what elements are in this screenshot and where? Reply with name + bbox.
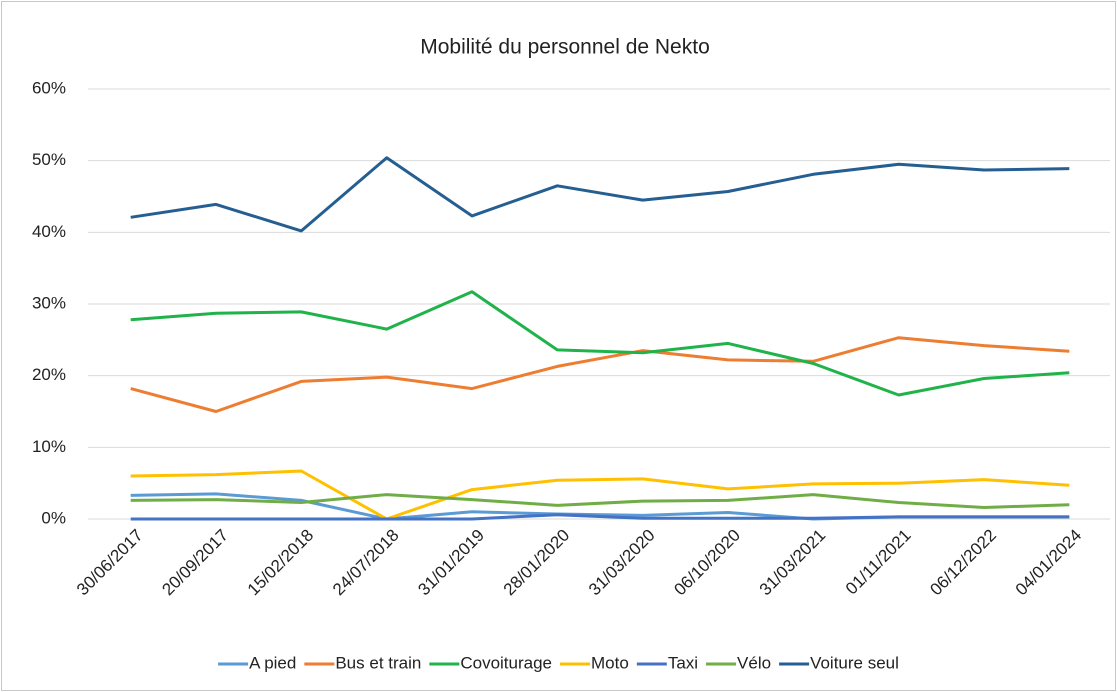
y-tick-label: 50% <box>32 150 66 169</box>
series-line <box>130 469 1070 521</box>
y-tick-label: 30% <box>32 293 66 312</box>
legend-item: Moto <box>560 653 629 672</box>
y-tick-label: 40% <box>32 222 66 241</box>
y-tick-label: 10% <box>32 437 66 456</box>
series-line <box>130 493 1070 509</box>
legend-item: Covoiturage <box>429 653 552 672</box>
chart-title: Mobilité du personnel de Nekto <box>420 36 710 59</box>
legend-label: Taxi <box>668 653 698 672</box>
series-line <box>130 290 1070 397</box>
legend-label: Moto <box>591 653 629 672</box>
legend-item: Vélo <box>706 653 771 672</box>
y-tick-label: 60% <box>32 78 66 97</box>
legend-item: Taxi <box>636 653 698 672</box>
legend-label: Covoiturage <box>460 653 552 672</box>
legend-item: Voiture seul <box>779 653 899 672</box>
series-line <box>130 513 1070 521</box>
series-line <box>130 336 1070 413</box>
y-tick-label: 0% <box>41 508 66 527</box>
legend: A pied Bus et train Covoiturage Moto Taxi Vél… <box>218 653 899 672</box>
legend-label: A pied <box>249 653 296 672</box>
legend-label: Bus et train <box>335 653 421 672</box>
legend-item: Bus et train <box>304 653 421 672</box>
legend-label: Vélo <box>737 653 771 672</box>
series-line <box>130 156 1070 233</box>
legend-item: A pied <box>218 653 296 672</box>
legend-label: Voiture seul <box>810 653 899 672</box>
y-tick-label: 20% <box>32 365 66 384</box>
